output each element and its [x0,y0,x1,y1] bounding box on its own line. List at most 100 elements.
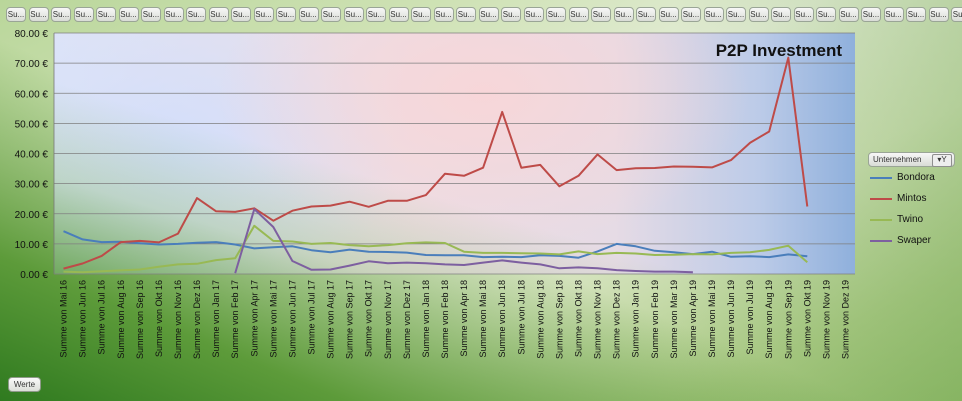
x-tick-label: Summe von Jan 18 [421,280,431,358]
x-tick-label: Summe von Apr 17 [249,280,259,357]
x-tick-label: Summe von Jun 16 [78,280,88,358]
field-button[interactable]: Su... [568,7,589,22]
y-tick-label: 60.00 € [15,89,49,100]
x-tick-label: Summe von Okt 17 [364,280,374,357]
x-tick-label: Summe von Feb 17 [230,280,240,359]
x-tick-label: Summe von Nov 17 [383,280,393,359]
y-tick-label: 80.00 € [15,29,49,40]
x-tick-label: Summe von Mai 18 [478,280,488,358]
x-tick-label: Summe von Feb 19 [650,280,660,359]
field-button[interactable]: Su... [906,7,926,22]
field-button[interactable]: Su... [186,7,206,22]
field-button[interactable]: Su... [838,7,859,22]
x-tick-label: Summe von Nov 19 [821,280,831,359]
field-button[interactable]: Su... [118,7,139,22]
legend-field-label: Unternehmen [873,155,922,164]
x-tick-label: Summe von Jan 17 [211,280,221,358]
field-button[interactable]: Su... [726,7,746,22]
field-button[interactable]: Su... [523,7,544,22]
x-tick-label: Summe von Sep 16 [135,280,145,359]
field-button[interactable]: Su... [321,7,341,22]
series-lines [63,56,809,274]
y-axis-tick-labels: 0.00 € 10.00 € 20.00 € 30.00 € 40.00 € 50.00 … [15,29,49,281]
field-button[interactable]: Su... [636,7,656,22]
x-tick-label: Summe von Feb 18 [440,280,450,359]
x-tick-label: Summe von Dez 17 [402,280,412,359]
series-line-twino [63,224,808,274]
field-button[interactable]: Su... [388,7,409,22]
series-line-mintos [63,56,809,270]
x-tick-label: Summe von Jan 19 [631,280,641,358]
field-button[interactable]: Su... [253,7,274,22]
filter-dropdown-icon[interactable]: ▾Y [932,154,952,167]
gridlines [53,32,855,275]
x-tick-label: Summe von Jul 17 [306,280,316,355]
x-tick-label: Summe von Jun 19 [726,280,736,358]
legend-label: Mintos [897,193,927,204]
field-button[interactable]: Su... [816,7,836,22]
field-button[interactable]: Su... [433,7,454,22]
x-tick-label: Summe von Jul 19 [745,280,755,355]
x-tick-label: Summe von Aug 16 [116,280,126,359]
x-tick-label: Summe von Apr 19 [688,280,698,357]
x-tick-label: Summe von Nov 18 [593,280,603,359]
legend-label: Bondora [897,172,935,183]
field-button[interactable]: Su... [951,7,962,22]
y-tick-label: 40.00 € [15,150,49,161]
field-button[interactable]: Su... [208,7,229,22]
field-button[interactable]: Su... [51,7,71,22]
x-axis-tick-labels: Summe von Mai 16 Summe von Jun 16 Summe vo… [59,280,851,359]
x-tick-label: Summe von Okt 19 [802,280,812,357]
field-button[interactable]: Su... [163,7,184,22]
legend-swatch [870,177,892,179]
legend-label: Swaper [897,235,931,246]
series-line-bondora [63,230,808,259]
field-button[interactable]: Su... [703,7,724,22]
field-button[interactable]: Su... [883,7,904,22]
x-tick-label: Summe von Aug 18 [535,280,545,359]
legend-swatch [870,198,892,200]
field-button[interactable]: Su... [298,7,319,22]
field-button[interactable]: Su... [73,7,94,22]
x-tick-label: Summe von Jul 16 [97,280,107,355]
x-tick-label: Summe von Sep 17 [345,280,355,359]
field-button[interactable]: Su... [793,7,814,22]
x-tick-label: Summe von Okt 16 [154,280,164,357]
y-tick-label: 20.00 € [15,210,49,221]
x-tick-label: Summe von Aug 17 [326,280,336,359]
field-button[interactable]: Su... [613,7,634,22]
field-button[interactable]: Su... [591,7,611,22]
field-button[interactable]: Su... [658,7,679,22]
field-button[interactable]: Su... [141,7,161,22]
y-tick-label: 30.00 € [15,180,49,191]
legend-swatch [870,240,892,242]
y-tick-label: 50.00 € [15,119,49,130]
field-button[interactable]: Su... [928,7,949,22]
field-button[interactable]: Su... [546,7,566,22]
field-button[interactable]: Su... [456,7,476,22]
x-tick-label: Summe von Mai 19 [707,280,717,358]
field-button[interactable]: Su... [366,7,386,22]
field-button[interactable]: Su... [771,7,791,22]
field-button[interactable]: Su... [28,7,49,22]
field-button[interactable]: Su... [681,7,701,22]
field-button[interactable]: Su... [478,7,499,22]
values-field-button[interactable]: Werte [8,377,41,392]
field-button[interactable]: Su... [96,7,116,22]
pivot-field-bar: Su... Su... Su... Su... Su... Su... Su... Su...… [6,7,962,23]
legend-field-button[interactable]: Unternehmen ▾Y [868,152,955,167]
legend-swatch [870,219,892,221]
x-tick-label: Summe von Jul 18 [516,280,526,355]
field-button[interactable]: Su... [748,7,769,22]
field-button[interactable]: Su... [276,7,296,22]
x-tick-label: Summe von Jun 18 [497,280,507,358]
field-button[interactable]: Su... [231,7,251,22]
y-tick-label: 0.00 € [20,270,48,281]
field-button[interactable]: Su... [6,7,26,22]
x-tick-label: Summe von Sep 18 [554,280,564,359]
field-button[interactable]: Su... [501,7,521,22]
field-button[interactable]: Su... [343,7,364,22]
field-button[interactable]: Su... [411,7,431,22]
field-button[interactable]: Su... [861,7,881,22]
